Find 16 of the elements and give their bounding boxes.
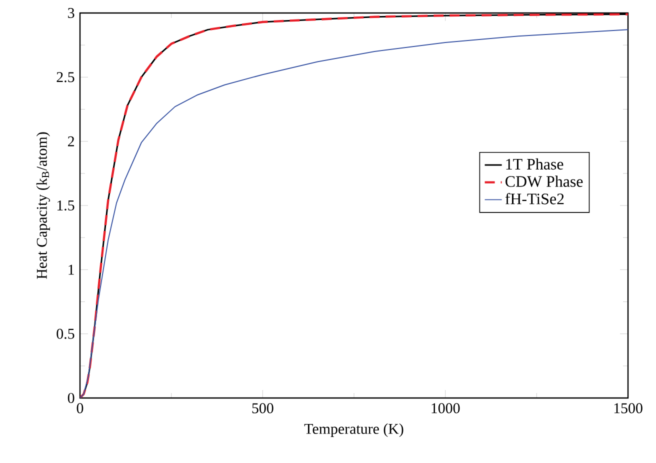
y-tick-label: 1.5 — [57, 200, 74, 211]
y-tick-label: 2 — [68, 136, 74, 146]
y-tick-label: 0.5 — [56, 328, 74, 339]
x-tick-label: 1500 — [614, 403, 642, 414]
legend-label: fH-TiSe2 — [505, 192, 564, 204]
y-axis-title: Heat Capacity (k$_{B}$/atom) — [36, 132, 50, 279]
x-axis-title: Temperature (K) — [304, 423, 404, 437]
y-tick-label: 2.5 — [56, 72, 74, 82]
legend-label: CDW Phase — [506, 176, 583, 187]
x-tick-label: 0 — [76, 403, 84, 414]
x-tick-label: 500 — [252, 403, 274, 414]
x-tick-label: 1000 — [432, 403, 460, 414]
y-tick-label: 1 — [68, 264, 74, 275]
y-tick-label: 0 — [68, 392, 74, 404]
y-tick-label: 3 — [68, 8, 74, 18]
legend-label: 1T Phase — [506, 158, 564, 170]
